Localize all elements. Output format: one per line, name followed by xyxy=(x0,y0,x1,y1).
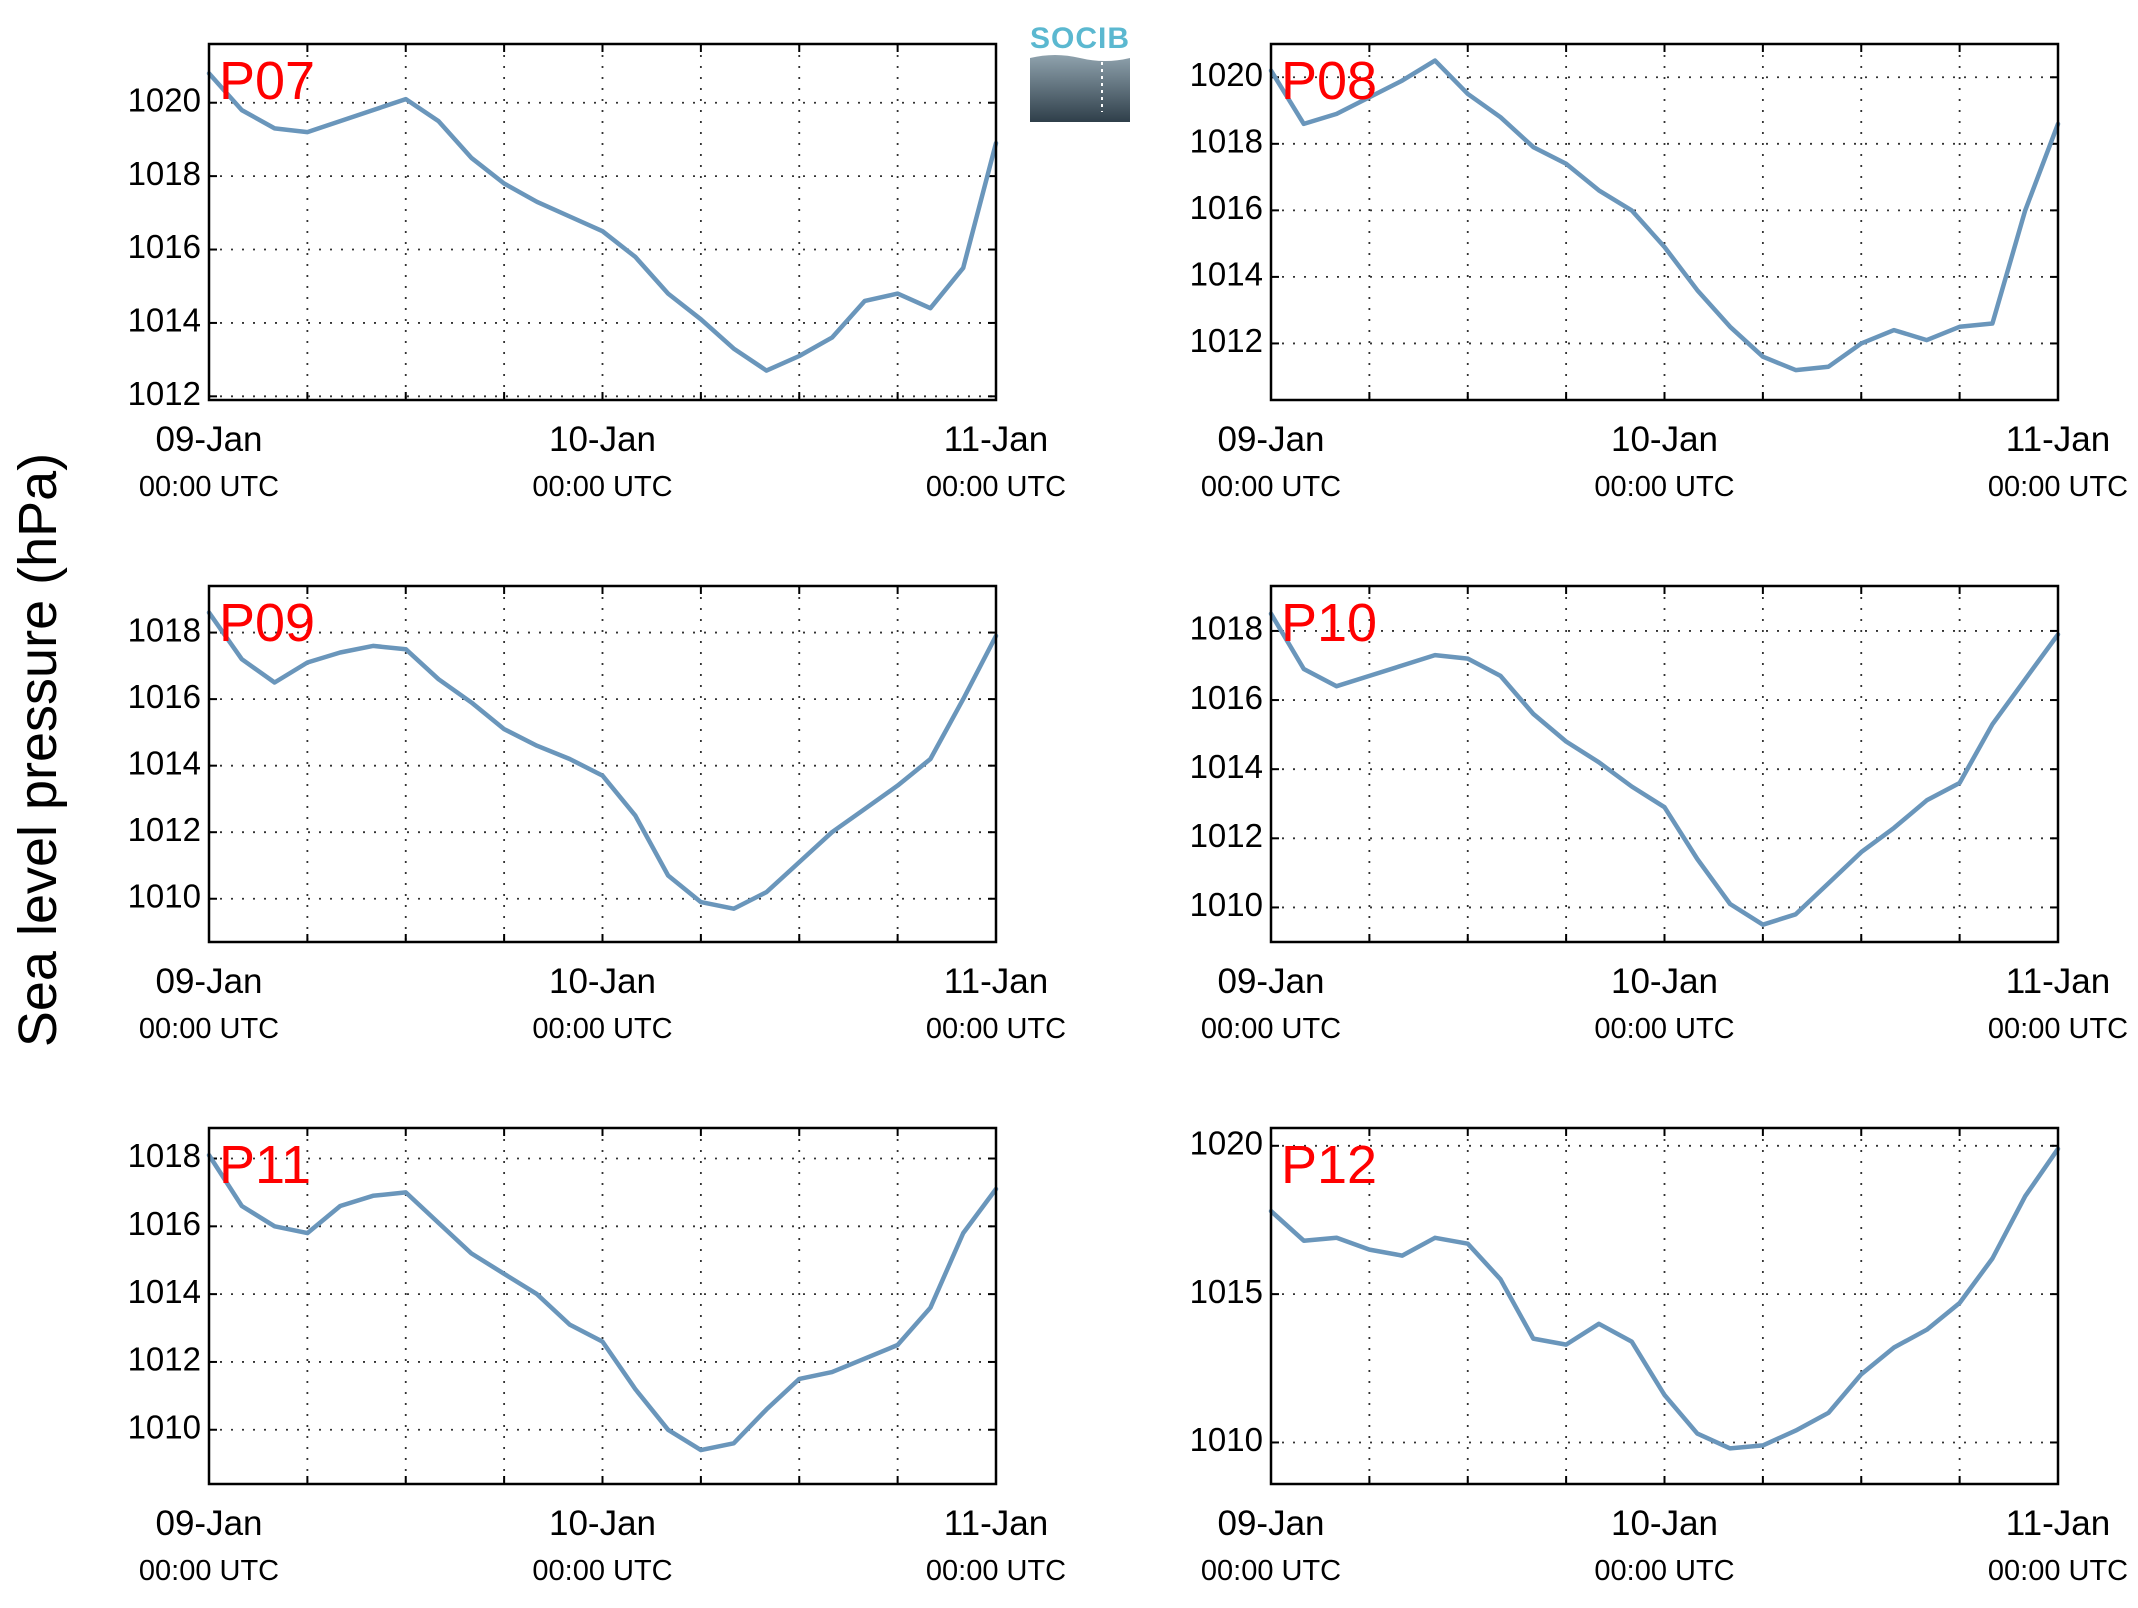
station-label: P11 xyxy=(219,1135,311,1195)
y-tick-label: 1018 xyxy=(1190,610,1263,647)
y-tick-label: 1018 xyxy=(128,155,201,192)
plot-frame xyxy=(1269,584,2060,944)
y-tick-label: 1016 xyxy=(128,678,201,715)
x-tick-label-date: 11-Jan xyxy=(2006,1504,2110,1543)
y-tick-label: 1018 xyxy=(128,1137,201,1174)
x-tick-label-date: 11-Jan xyxy=(944,1504,1048,1543)
y-tick-label: 1012 xyxy=(128,811,201,848)
socib-logo: SOCIB xyxy=(1030,22,1130,122)
y-tick-label: 1020 xyxy=(128,81,201,118)
plot-frame xyxy=(1269,42,2060,402)
x-tick-label-time: 00:00 UTC xyxy=(926,1013,1066,1045)
panel-p09: 1010 1012 1014 1016 1018 09-Jan 00:00 UTC 10-Ja… xyxy=(128,584,1066,1045)
series-line-p10 xyxy=(1268,611,2061,927)
logo-text: SOCIB xyxy=(1030,22,1130,55)
x-tick-label-date: 11-Jan xyxy=(2006,420,2110,459)
x-tick-label-time: 00:00 UTC xyxy=(532,1555,672,1587)
y-tick-label: 1018 xyxy=(1190,123,1263,160)
x-tick-label-time: 00:00 UTC xyxy=(1594,1555,1734,1587)
x-tick-label-time: 00:00 UTC xyxy=(1201,1013,1341,1045)
x-tick-label-date: 11-Jan xyxy=(2006,962,2110,1001)
station-label: P08 xyxy=(1281,51,1377,111)
x-tick-label-time: 00:00 UTC xyxy=(532,1013,672,1045)
x-tick-label-date: 10-Jan xyxy=(1611,962,1718,1001)
plot-frame xyxy=(207,584,998,944)
x-tick-label-date: 10-Jan xyxy=(1611,1504,1718,1543)
x-tick-label-date: 11-Jan xyxy=(944,420,1048,459)
x-tick-label-time: 00:00 UTC xyxy=(1988,471,2128,503)
series-line-p08 xyxy=(1268,58,2061,373)
station-label: P07 xyxy=(219,51,315,111)
y-tick-label: 1010 xyxy=(1190,1421,1263,1458)
plot-frame xyxy=(207,1126,998,1486)
panel-p08: 1012 1014 1016 1018 1020 09-Jan 00:00 UTC 10-Ja… xyxy=(1190,42,2128,503)
y-tick-label: 1014 xyxy=(128,302,201,339)
x-tick-label-date: 10-Jan xyxy=(1611,420,1718,459)
x-tick-label-time: 00:00 UTC xyxy=(1988,1555,2128,1587)
x-tick-label-time: 00:00 UTC xyxy=(1594,1013,1734,1045)
plot-frame xyxy=(1269,1126,2060,1486)
x-tick-label-date: 09-Jan xyxy=(155,962,262,1001)
y-tick-label: 1012 xyxy=(128,1341,201,1378)
series-line-p11 xyxy=(206,1152,999,1453)
x-tick-label-time: 00:00 UTC xyxy=(1988,1013,2128,1045)
y-tick-label: 1016 xyxy=(1190,189,1263,226)
y-tick-label: 1015 xyxy=(1190,1273,1263,1310)
y-tick-label: 1016 xyxy=(1190,679,1263,716)
x-tick-label-date: 09-Jan xyxy=(155,1504,262,1543)
y-tick-label: 1012 xyxy=(1190,817,1263,854)
series-line-p12 xyxy=(1268,1146,2061,1451)
y-tick-label: 1020 xyxy=(1190,56,1263,93)
y-tick-label: 1014 xyxy=(1190,256,1263,293)
x-tick-label-time: 00:00 UTC xyxy=(1201,471,1341,503)
x-tick-label-date: 10-Jan xyxy=(549,1504,656,1543)
x-tick-label-date: 09-Jan xyxy=(1217,420,1324,459)
x-tick-label-date: 09-Jan xyxy=(155,420,262,459)
y-tick-label: 1012 xyxy=(1190,322,1263,359)
y-tick-label: 1014 xyxy=(128,744,201,781)
y-tick-label: 1020 xyxy=(1190,1125,1263,1162)
y-tick-label: 1010 xyxy=(128,877,201,914)
series-line-p07 xyxy=(206,71,999,373)
x-tick-label-date: 10-Jan xyxy=(549,420,656,459)
x-tick-label-time: 00:00 UTC xyxy=(1594,471,1734,503)
y-tick-label: 1016 xyxy=(128,1205,201,1242)
x-tick-label-date: 10-Jan xyxy=(549,962,656,1001)
x-tick-label-time: 00:00 UTC xyxy=(139,1013,279,1045)
x-tick-label-date: 11-Jan xyxy=(944,962,1048,1001)
y-tick-label: 1018 xyxy=(128,611,201,648)
x-tick-label-time: 00:00 UTC xyxy=(139,1555,279,1587)
y-tick-label: 1014 xyxy=(128,1273,201,1310)
x-tick-label-time: 00:00 UTC xyxy=(1201,1555,1341,1587)
x-tick-label-time: 00:00 UTC xyxy=(926,1555,1066,1587)
x-tick-label-date: 09-Jan xyxy=(1217,962,1324,1001)
panels: 1012 1014 1016 1018 1020 09-Jan 00:00 UTC 10-Ja… xyxy=(128,42,2129,1587)
station-label: P09 xyxy=(219,593,315,653)
x-tick-label-date: 09-Jan xyxy=(1217,1504,1324,1543)
station-label: P12 xyxy=(1281,1135,1377,1195)
series-line-p09 xyxy=(206,610,999,911)
station-label: P10 xyxy=(1281,593,1377,653)
panel-p11: 1010 1012 1014 1016 1018 09-Jan 00:00 UTC 10-Ja… xyxy=(128,1126,1066,1587)
panel-p10: 1010 1012 1014 1016 1018 09-Jan 00:00 UTC 10-Ja… xyxy=(1190,584,2128,1045)
x-tick-label-time: 00:00 UTC xyxy=(926,471,1066,503)
y-tick-label: 1016 xyxy=(128,228,201,265)
y-tick-label: 1010 xyxy=(1190,886,1263,923)
plot-frame xyxy=(207,42,998,402)
panel-p12: 1010 1015 1020 09-Jan 00:00 UTC 10-Jan 00:00 U… xyxy=(1190,1125,2129,1587)
panel-p07: 1012 1014 1016 1018 1020 09-Jan 00:00 UTC 10-Ja… xyxy=(128,42,1066,503)
y-tick-label: 1012 xyxy=(128,375,201,412)
y-axis-label: Sea level pressure (hPa) xyxy=(8,453,68,1047)
y-tick-label: 1010 xyxy=(128,1408,201,1445)
y-tick-label: 1014 xyxy=(1190,748,1263,785)
x-tick-label-time: 00:00 UTC xyxy=(532,471,672,503)
x-tick-label-time: 00:00 UTC xyxy=(139,471,279,503)
